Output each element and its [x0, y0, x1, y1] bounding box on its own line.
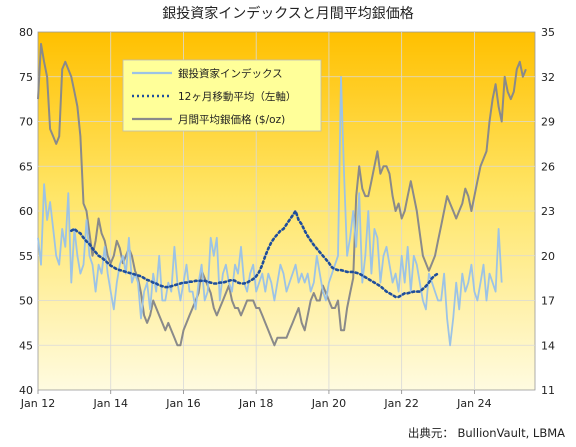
- y-right-tick-label: 23: [541, 205, 555, 218]
- legend-label-ma: 12ヶ月移動平均（左軸）: [178, 90, 296, 103]
- y-left-tick-label: 60: [19, 205, 33, 218]
- x-tick-label: Jan 24: [456, 397, 491, 410]
- x-tick-label: Jan 16: [165, 397, 200, 410]
- series-12m-moving-average: [70, 209, 440, 299]
- x-tick-label: Jan 22: [383, 397, 418, 410]
- source-note: 出典元： BullionVault, LBMA: [408, 426, 565, 440]
- legend-label-index: 銀投資家インデックス: [178, 67, 283, 80]
- legend-label-price: 月間平均銀価格 ($/oz): [178, 113, 285, 126]
- x-tick-label: Jan 18: [238, 397, 273, 410]
- y-left-tick-label: 50: [19, 295, 33, 308]
- y-right-tick-label: 17: [541, 295, 555, 308]
- legend-box: [122, 59, 322, 132]
- y-left-tick-label: 80: [19, 26, 33, 39]
- y-right-tick-label: 20: [541, 250, 555, 263]
- y-left-tick-label: 65: [19, 160, 33, 173]
- series-silver-price: [37, 42, 527, 347]
- y-left-tick-label: 55: [19, 250, 33, 263]
- y-right-tick-label: 26: [541, 160, 555, 173]
- x-axis: Jan 12 Jan 14 Jan 16 Jan 18 Jan 20 Jan 22 Jan …: [20, 390, 492, 410]
- y-right-tick-label: 35: [541, 26, 555, 39]
- y-axis-left: 40 45 50 55 60 65 70 75 80: [19, 26, 33, 397]
- x-tick-label: Jan 12: [20, 397, 55, 410]
- y-left-tick-label: 40: [19, 384, 33, 397]
- legend: 銀投資家インデックス 12ヶ月移動平均（左軸） 月間平均銀価格 ($/oz): [122, 59, 322, 132]
- series-layer: [37, 42, 527, 347]
- y-right-tick-label: 14: [541, 339, 555, 352]
- x-tick-label: Jan 14: [93, 397, 128, 410]
- chart-title: 銀投資家インデックスと月間平均銀価格: [162, 5, 414, 22]
- y-right-tick-label: 29: [541, 116, 555, 129]
- y-right-tick-label: 32: [541, 71, 555, 84]
- y-left-tick-label: 70: [19, 116, 33, 129]
- x-tick-label: Jan 20: [311, 397, 346, 410]
- y-left-tick-label: 75: [19, 71, 33, 84]
- y-right-tick-label: 11: [541, 384, 555, 397]
- y-axis-right: 11 14 17 20 23 26 29 32 35: [541, 26, 555, 397]
- y-left-tick-label: 45: [19, 339, 33, 352]
- series-silver-investor-index: [37, 75, 503, 347]
